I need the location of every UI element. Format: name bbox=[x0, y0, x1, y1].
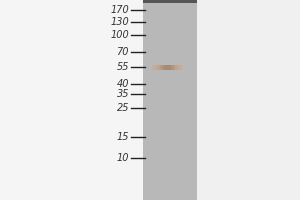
Text: 15: 15 bbox=[116, 132, 129, 142]
Bar bbox=[180, 64, 182, 70]
Bar bbox=[164, 64, 166, 70]
Bar bbox=[154, 64, 155, 70]
Bar bbox=[177, 64, 178, 70]
Bar bbox=[163, 64, 164, 70]
Bar bbox=[171, 64, 172, 70]
Bar bbox=[157, 64, 158, 70]
Text: 25: 25 bbox=[116, 103, 129, 113]
Bar bbox=[178, 64, 180, 70]
Bar bbox=[0, 0, 143, 200]
Text: 170: 170 bbox=[110, 5, 129, 15]
Bar bbox=[143, 0, 197, 3]
Bar bbox=[169, 64, 171, 70]
Bar bbox=[161, 64, 163, 70]
Bar bbox=[197, 0, 300, 200]
Bar bbox=[158, 64, 160, 70]
Bar bbox=[152, 64, 154, 70]
Bar bbox=[155, 64, 157, 70]
Bar bbox=[175, 64, 177, 70]
Bar bbox=[160, 64, 161, 70]
Bar bbox=[152, 64, 183, 70]
Text: 130: 130 bbox=[110, 17, 129, 27]
Bar bbox=[182, 64, 183, 70]
Text: 35: 35 bbox=[116, 89, 129, 99]
Bar bbox=[167, 64, 169, 70]
Text: 40: 40 bbox=[116, 79, 129, 89]
Text: 70: 70 bbox=[116, 47, 129, 57]
Bar bbox=[166, 64, 167, 70]
Bar bbox=[143, 3, 197, 200]
Bar bbox=[172, 64, 174, 70]
Bar bbox=[174, 64, 175, 70]
Text: 100: 100 bbox=[110, 30, 129, 40]
Text: 10: 10 bbox=[116, 153, 129, 163]
Text: 55: 55 bbox=[116, 62, 129, 72]
